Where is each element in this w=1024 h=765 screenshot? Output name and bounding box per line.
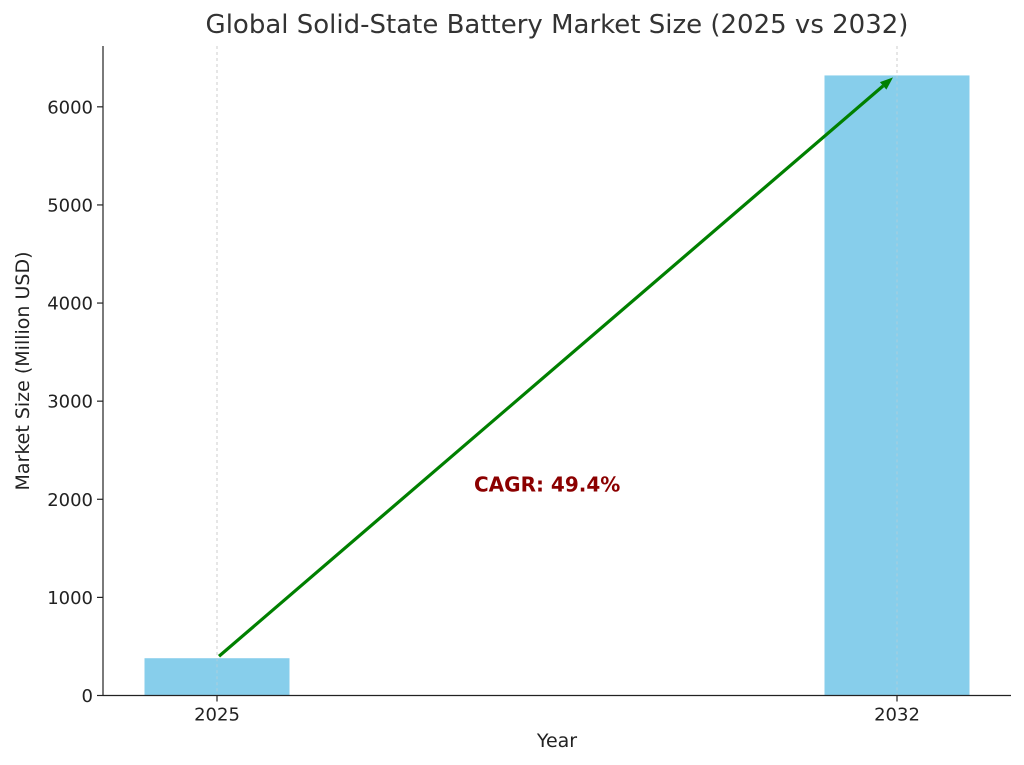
y-tick-label-6000: 6000 — [47, 97, 93, 118]
grid-layer — [216, 46, 898, 696]
y-tick-label-0: 0 — [82, 686, 93, 707]
x-axis-label: Year — [536, 730, 577, 752]
growth-arrow-line — [217, 84, 885, 658]
growth-arrow-head — [879, 77, 893, 90]
cagr-annotation: CAGR: 49.4% — [474, 473, 620, 497]
arrow-layer — [217, 77, 893, 658]
chart-title: Global Solid-State Battery Market Size (… — [206, 10, 909, 40]
y-tick-label-2000: 2000 — [47, 490, 93, 511]
x-tick-label-2032: 2032 — [874, 705, 920, 726]
y-tick-label-5000: 5000 — [47, 195, 93, 216]
bar-2032 — [824, 75, 970, 696]
y-tick-label-3000: 3000 — [47, 392, 93, 413]
y-tick-label-1000: 1000 — [47, 588, 93, 609]
bar-layer — [144, 75, 970, 696]
y-axis-label: Market Size (Million USD) — [12, 251, 34, 490]
x-tick-label-2025: 2025 — [194, 705, 240, 726]
y-tick-layer: 0 1000 2000 3000 4000 5000 6000 — [47, 97, 103, 707]
axis-layer — [102, 46, 1011, 697]
y-tick-label-4000: 4000 — [47, 294, 93, 315]
x-tick-layer: 2025 2032 — [194, 695, 920, 726]
